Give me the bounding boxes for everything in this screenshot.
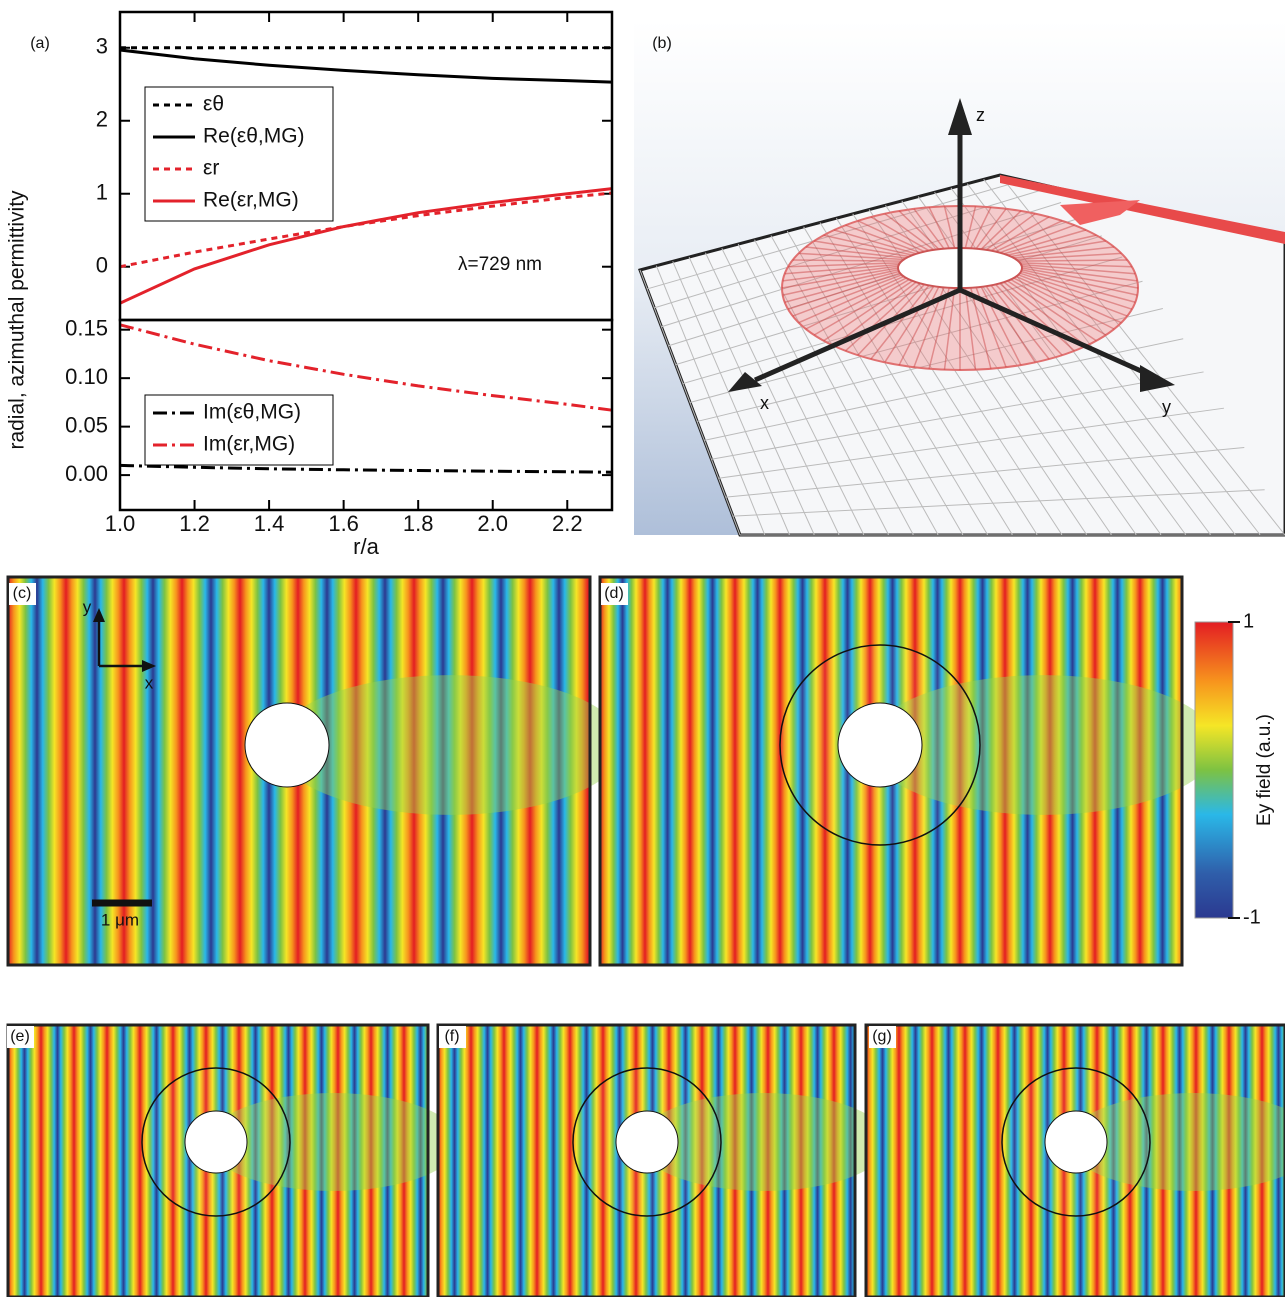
axis-label: y	[83, 597, 92, 616]
colorbar	[1195, 622, 1233, 918]
legend-label: Re(εθ,MG)	[203, 125, 305, 148]
scatterer	[838, 703, 922, 787]
axis-label-3d: y	[1162, 397, 1171, 417]
panel-label: (d)	[604, 585, 624, 602]
axis-label-3d: x	[760, 393, 769, 413]
x-tick-label: 2.0	[477, 511, 508, 536]
x-tick-label: 1.4	[254, 511, 285, 536]
y-tick-label: 0.00	[65, 461, 108, 486]
series-line	[120, 50, 612, 82]
y-tick-label: 0.10	[65, 364, 108, 389]
y-tick-label: 0.15	[65, 316, 108, 341]
figure: 0 1 2 3 εθ Re(εθ,MG) εr Re(εr,MG) λ=729 nm 0.00 0.…	[0, 0, 1285, 1297]
panel-label: (c)	[13, 585, 32, 602]
y-tick-label: 2	[96, 107, 108, 132]
y-tick-label: 0	[96, 253, 108, 278]
y-tick-label: 1	[96, 180, 108, 205]
panel-label: (e)	[10, 1028, 30, 1045]
x-tick-label: 1.8	[403, 511, 434, 536]
annotation: λ=729 nm	[458, 254, 542, 275]
colorbar-tick-label: -1	[1243, 906, 1261, 928]
x-tick-label: 1.6	[328, 511, 359, 536]
legend-label: Im(εθ,MG)	[203, 401, 301, 424]
x-tick-label: 1.2	[179, 511, 210, 536]
legend-label: εθ	[203, 93, 224, 116]
scatterer	[185, 1111, 247, 1173]
x-axis-label: r/a	[353, 534, 379, 559]
panel-label: (f)	[444, 1028, 459, 1045]
legend-label: εr	[203, 157, 219, 180]
legend-label: Re(εr,MG)	[203, 189, 299, 212]
colorbar-tick-label: 1	[1243, 610, 1254, 632]
y-axis-label: radial, azimuthal permittivity	[6, 190, 29, 450]
axis-label-3d: z	[976, 105, 985, 125]
panel-label: (g)	[872, 1028, 892, 1045]
colorbar-label: Ey field (a.u.)	[1254, 714, 1275, 826]
series-line	[120, 465, 612, 472]
x-tick-label: 2.2	[552, 511, 583, 536]
x-tick-label: 1.0	[105, 511, 136, 536]
scatterer	[1045, 1111, 1107, 1173]
panel-label: (a)	[30, 35, 50, 52]
scatterer	[245, 703, 329, 787]
axis-label: x	[145, 673, 154, 692]
scale-bar-label: 1 μm	[101, 910, 139, 929]
panel-label: (b)	[652, 35, 672, 52]
y-tick-label: 3	[96, 34, 108, 59]
legend-label: Im(εr,MG)	[203, 433, 295, 456]
y-tick-label: 0.05	[65, 412, 108, 437]
scatterer	[616, 1111, 678, 1173]
